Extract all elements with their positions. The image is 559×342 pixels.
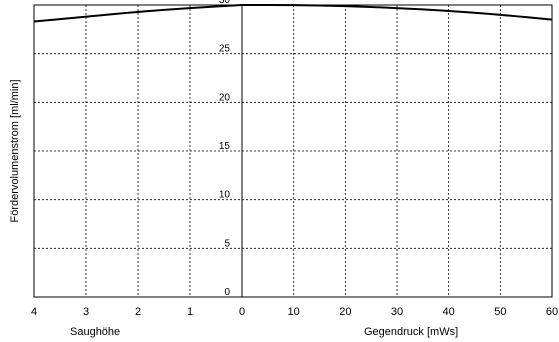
performance-curves — [33, 4, 553, 23]
curve-suction — [33, 4, 243, 23]
x-tick-labels: 4 3 2 1 0 10 20 30 40 50 60 — [31, 306, 558, 318]
x-tick-label-suction: 2 — [135, 306, 141, 318]
y-tick-label: 15 — [219, 141, 231, 152]
y-tick-labels: 0 5 10 15 20 25 30 — [219, 0, 231, 298]
x-tick-label-pressure: 60 — [546, 306, 558, 318]
x-tick-label-pressure: 50 — [494, 306, 506, 318]
x-tick-label-suction: 3 — [83, 306, 89, 318]
y-tick-label: 20 — [219, 92, 231, 103]
x-tick-label-pressure: 0 — [239, 306, 245, 318]
x-axis-label-pressure: Gegendruck [mWs] — [364, 326, 458, 338]
y-axis-label: Fördervolumenstrom [ml/min] — [9, 79, 21, 222]
x-tick-label-pressure: 40 — [443, 306, 455, 318]
x-tick-label-suction: 1 — [187, 306, 193, 318]
y-tick-label: 10 — [219, 190, 231, 201]
curve-pressure — [241, 4, 553, 21]
x-axis-label-suction: Saughöhe — [70, 326, 120, 338]
x-tick-label-pressure: 20 — [339, 306, 351, 318]
y-tick-label: 0 — [224, 287, 230, 298]
y-tick-label: 30 — [219, 0, 231, 6]
x-tick-label-pressure: 10 — [288, 306, 300, 318]
y-tick-label: 5 — [224, 238, 230, 249]
y-tick-label: 25 — [219, 44, 231, 55]
x-tick-label-suction: 4 — [31, 306, 37, 318]
grid-lines — [34, 5, 552, 297]
x-tick-label-pressure: 30 — [391, 306, 403, 318]
